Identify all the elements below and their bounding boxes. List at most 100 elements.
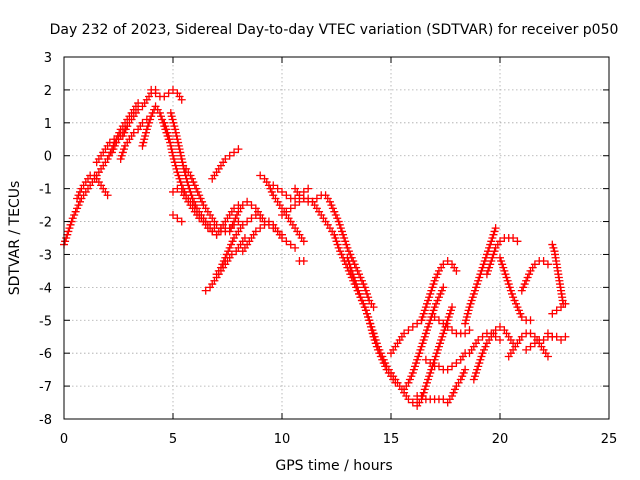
- data-point: [426, 359, 435, 368]
- y-tick-label: -2: [39, 216, 52, 231]
- data-point: [421, 355, 430, 364]
- data-point: [299, 194, 308, 203]
- y-tick-label: -8: [39, 413, 52, 428]
- data-point: [434, 362, 443, 371]
- data-point: [238, 220, 247, 229]
- data-point: [543, 260, 552, 269]
- data-point: [496, 237, 504, 246]
- data-point: [160, 92, 169, 101]
- data-point: [278, 187, 286, 196]
- y-tick-label: 2: [44, 84, 52, 99]
- data-point: [199, 217, 208, 226]
- data-point: [404, 395, 413, 404]
- y-tick-label: -3: [39, 248, 52, 263]
- data-point: [169, 85, 177, 94]
- data-point: [286, 204, 295, 213]
- series-arc39: [517, 257, 552, 295]
- series-arc2: [73, 171, 112, 203]
- data-point: [430, 312, 439, 321]
- series-arc36: [482, 234, 522, 279]
- x-tick-label: 10: [274, 432, 291, 447]
- data-point: [448, 303, 457, 312]
- data-point: [299, 257, 308, 266]
- data-point: [278, 210, 286, 219]
- data-point: [238, 201, 247, 210]
- data-point: [517, 312, 526, 321]
- data-point: [461, 329, 470, 338]
- data-point: [147, 85, 156, 94]
- plot-frame: [63, 56, 610, 420]
- data-point: [212, 220, 221, 229]
- data-point: [539, 336, 548, 345]
- series-arc43: [543, 329, 570, 345]
- series-arc42: [548, 299, 570, 318]
- data-point: [513, 237, 522, 246]
- data-point: [169, 210, 177, 219]
- data-point: [439, 283, 448, 292]
- y-tick-label: 0: [44, 150, 52, 165]
- series-arc10: [169, 184, 230, 239]
- data-point: [177, 217, 186, 226]
- data-point: [134, 105, 143, 114]
- data-point: [548, 309, 557, 318]
- data-point: [291, 201, 300, 210]
- data-point: [561, 299, 570, 308]
- x-tick-label: 15: [383, 432, 400, 447]
- data-point: [404, 326, 413, 335]
- data-point: [256, 171, 265, 180]
- data-point: [129, 128, 138, 137]
- series-arc12: [169, 210, 186, 226]
- data-point: [247, 201, 256, 210]
- series-arc33: [461, 224, 500, 328]
- data-point: [530, 260, 539, 269]
- data-point: [260, 220, 269, 229]
- data-point: [243, 197, 252, 206]
- series-arc32: [430, 312, 474, 338]
- data-point: [496, 322, 504, 331]
- data-point: [557, 336, 566, 345]
- data-point: [461, 365, 470, 374]
- data-point: [539, 257, 548, 266]
- data-point: [439, 260, 448, 269]
- series-arc21: [291, 184, 378, 312]
- y-axis-label: SDTVAR / TECUs: [7, 181, 23, 296]
- series-arc30: [421, 349, 470, 374]
- data-point: [308, 197, 317, 206]
- data-point: [552, 306, 561, 315]
- data-point: [543, 352, 552, 361]
- series-arc34: [469, 322, 518, 384]
- data-point: [278, 234, 286, 242]
- data-point: [264, 217, 273, 226]
- x-axis-label: GPS time / hours: [275, 458, 392, 474]
- series-arc31: [417, 257, 461, 325]
- data-point: [443, 257, 452, 266]
- data-point: [509, 234, 518, 242]
- series-arc17: [238, 217, 300, 256]
- data-point: [234, 145, 243, 154]
- data-point: [173, 214, 182, 223]
- data-point: [478, 332, 487, 341]
- data-point: [282, 207, 291, 216]
- data-point: [299, 237, 308, 246]
- data-point: [522, 345, 531, 354]
- chart-title: Day 232 of 2023, Sidereal Day-to-day VTE…: [50, 22, 619, 38]
- data-point: [491, 224, 500, 233]
- series-arc29: [413, 365, 470, 407]
- y-tick-label: 3: [44, 51, 52, 66]
- series-arc41: [548, 240, 568, 308]
- y-tick-label: -4: [39, 281, 52, 296]
- data-point: [443, 322, 452, 331]
- data-point: [169, 187, 177, 196]
- data-point: [526, 329, 535, 338]
- data-point: [195, 214, 204, 223]
- data-point: [269, 181, 278, 190]
- x-tick-label: 25: [601, 432, 618, 447]
- data-point: [216, 224, 225, 233]
- series-arc27: [400, 283, 448, 394]
- data-point: [487, 329, 496, 338]
- data-point: [434, 316, 443, 325]
- data-point: [286, 240, 295, 249]
- y-tick-label: -6: [39, 347, 52, 362]
